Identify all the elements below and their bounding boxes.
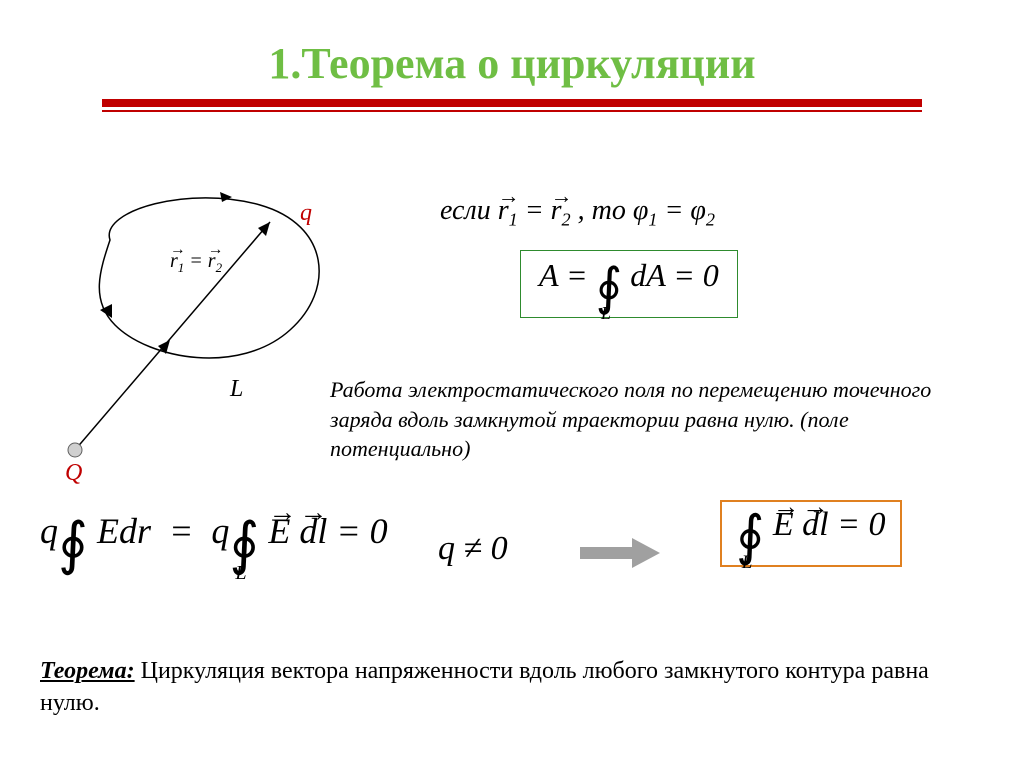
theorem-statement: Теорема: Циркуляция вектора напряженност…	[40, 655, 960, 720]
closed-loop-diagram: q Q L →r1 = →r2	[40, 180, 360, 470]
title-rule	[102, 99, 922, 112]
circulation-equation-row: q∮ Edr = q∮ →E →dl = 0 q ≠ 0 ∮ →E →dl = …	[40, 500, 980, 620]
theorem-label: Теорема:	[40, 658, 135, 684]
q-label: q	[300, 200, 312, 227]
L-label: L	[230, 376, 243, 403]
slide-title: 1.Теорема о циркуляции	[0, 0, 1024, 99]
r1-eq-r2-label: →r1 = →r2	[170, 250, 222, 276]
circulation-zero-box: ∮ →E →dl = 0	[720, 500, 902, 567]
implies-arrow-icon	[580, 538, 660, 568]
q-not-zero: q ≠ 0	[438, 530, 508, 568]
main-equation: q∮ Edr = q∮ →E →dl = 0	[40, 510, 388, 571]
Q-label: Q	[65, 460, 82, 487]
condition-equation: если →r1 = →r2 , то φ1 = φ2	[440, 195, 715, 231]
work-integral-box: A = ∮ dA = 0	[520, 250, 738, 318]
work-description: Работа электростатического поля по перем…	[330, 375, 970, 464]
